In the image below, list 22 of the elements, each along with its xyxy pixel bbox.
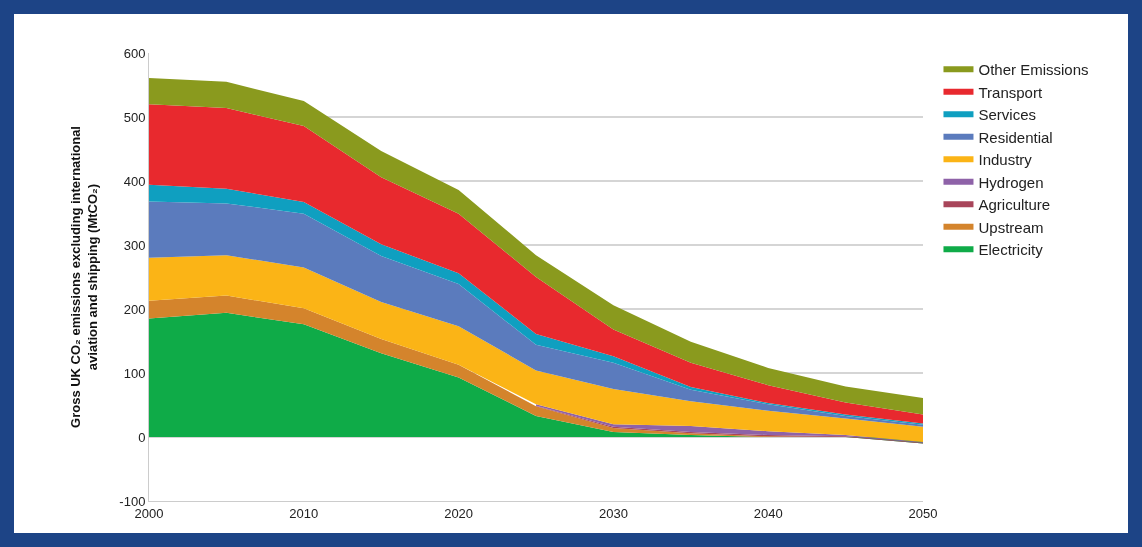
y-tick-label: 400 bbox=[123, 173, 146, 189]
y-tick-label: 600 bbox=[123, 45, 146, 61]
y-tick-label: 100 bbox=[123, 365, 146, 381]
legend-label: Hydrogen bbox=[978, 173, 1044, 191]
x-tick-label: 2010 bbox=[289, 505, 319, 521]
legend-label: Industry bbox=[978, 151, 1033, 169]
legend-label: Other Emissions bbox=[978, 61, 1089, 79]
legend-label: Services bbox=[978, 106, 1037, 124]
legend-label: Residential bbox=[978, 128, 1053, 146]
y-tick-label: 500 bbox=[123, 109, 146, 125]
y-tick-label: 200 bbox=[123, 301, 146, 317]
legend-label: Electricity bbox=[978, 241, 1044, 259]
legend-label: Agriculture bbox=[978, 196, 1051, 214]
x-tick-label: 2020 bbox=[444, 505, 474, 521]
y-tick-label: 0 bbox=[138, 429, 146, 445]
x-tick-label: 2050 bbox=[908, 505, 938, 521]
x-tick-label: 2040 bbox=[753, 505, 783, 521]
legend-label: Upstream bbox=[978, 218, 1044, 236]
y-axis-title: Gross UK CO₂ emissions excluding international aviation and shipping (MtCO₂) bbox=[68, 126, 101, 428]
x-tick-label: 2030 bbox=[598, 505, 628, 521]
legend-label: Transport bbox=[978, 83, 1043, 101]
y-tick-label: 300 bbox=[123, 237, 146, 253]
